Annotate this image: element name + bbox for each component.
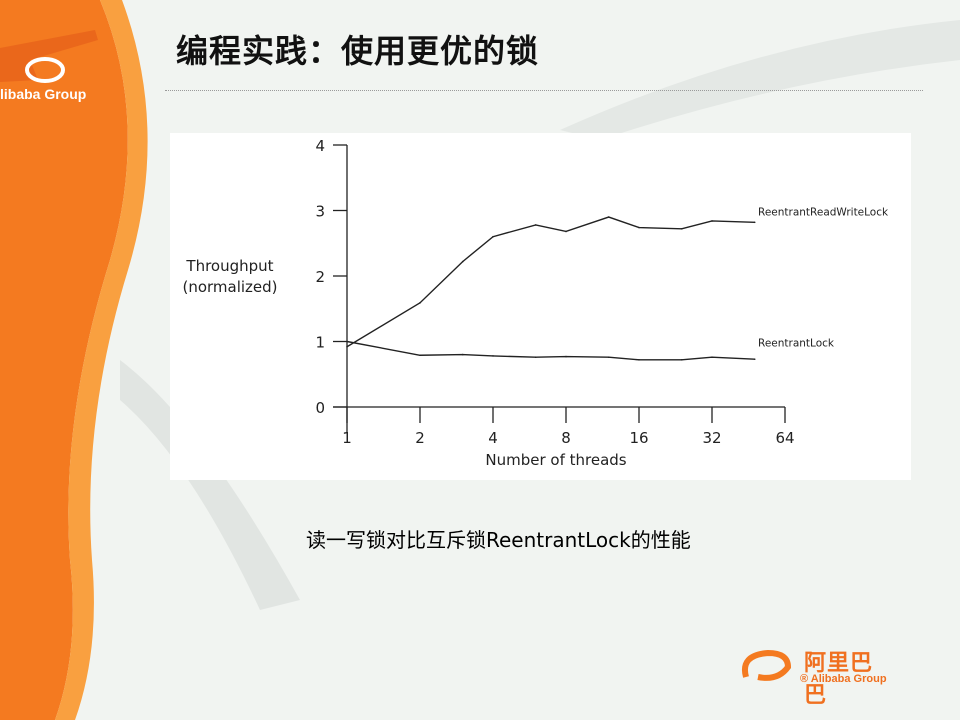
x-tick-label: 64 — [775, 429, 794, 447]
series-line-ReentrantReadWriteLock — [346, 216, 755, 348]
data-point — [753, 358, 756, 360]
y-tick-label: 0 — [315, 399, 325, 417]
y-tick-label: 3 — [315, 203, 325, 221]
alibaba-logo-icon — [25, 57, 65, 83]
y-axis-label: (normalized) — [182, 278, 277, 296]
y-tick-label: 4 — [315, 137, 325, 155]
data-point — [534, 356, 537, 359]
x-tick-label: 16 — [629, 429, 648, 447]
brand-en: ® Alibaba Group — [800, 673, 887, 685]
data-point — [680, 359, 683, 361]
data-point — [638, 226, 640, 229]
x-axis-label: Number of threads — [485, 451, 626, 469]
series-line-ReentrantLock — [346, 340, 755, 361]
data-point — [753, 221, 756, 224]
data-point — [419, 302, 421, 304]
series-label: ReentrantLock — [758, 338, 835, 350]
data-point — [565, 355, 567, 358]
title-divider — [165, 90, 923, 91]
data-point — [346, 340, 348, 343]
logo-top-text: libaba Group — [0, 86, 87, 102]
data-point — [565, 230, 567, 233]
data-point — [492, 355, 494, 357]
chart-caption: 读一写锁对比互斥锁ReentrantLock的性能 — [306, 528, 691, 552]
alibaba-brand-logo: 阿里巴巴 ® Alibaba Group — [738, 645, 890, 708]
series-label: ReentrantReadWriteLock — [758, 207, 889, 219]
y-tick-label: 2 — [315, 268, 325, 286]
data-point — [461, 353, 464, 356]
data-point — [607, 216, 610, 218]
data-point — [711, 220, 713, 222]
data-point — [419, 354, 421, 357]
x-tick-label: 2 — [415, 429, 425, 447]
chart-panel — [170, 133, 911, 480]
data-point — [461, 260, 464, 263]
x-tick-label: 32 — [702, 429, 721, 447]
data-point — [534, 224, 537, 226]
data-point — [711, 356, 713, 359]
data-point — [638, 359, 640, 361]
data-point — [607, 356, 610, 359]
alibaba-face-icon — [742, 649, 792, 681]
data-point — [680, 228, 683, 230]
data-point — [492, 235, 494, 238]
slide-title: 编程实践：使用更优的锁 — [176, 32, 540, 70]
x-tick-label: 1 — [342, 429, 352, 447]
x-tick-label: 8 — [561, 429, 571, 447]
y-tick-label: 1 — [315, 334, 325, 352]
data-point — [346, 345, 348, 348]
brand-cn: 阿里巴巴 — [804, 651, 874, 708]
y-axis-label: Throughput — [185, 257, 273, 275]
x-tick-label: 4 — [488, 429, 498, 447]
